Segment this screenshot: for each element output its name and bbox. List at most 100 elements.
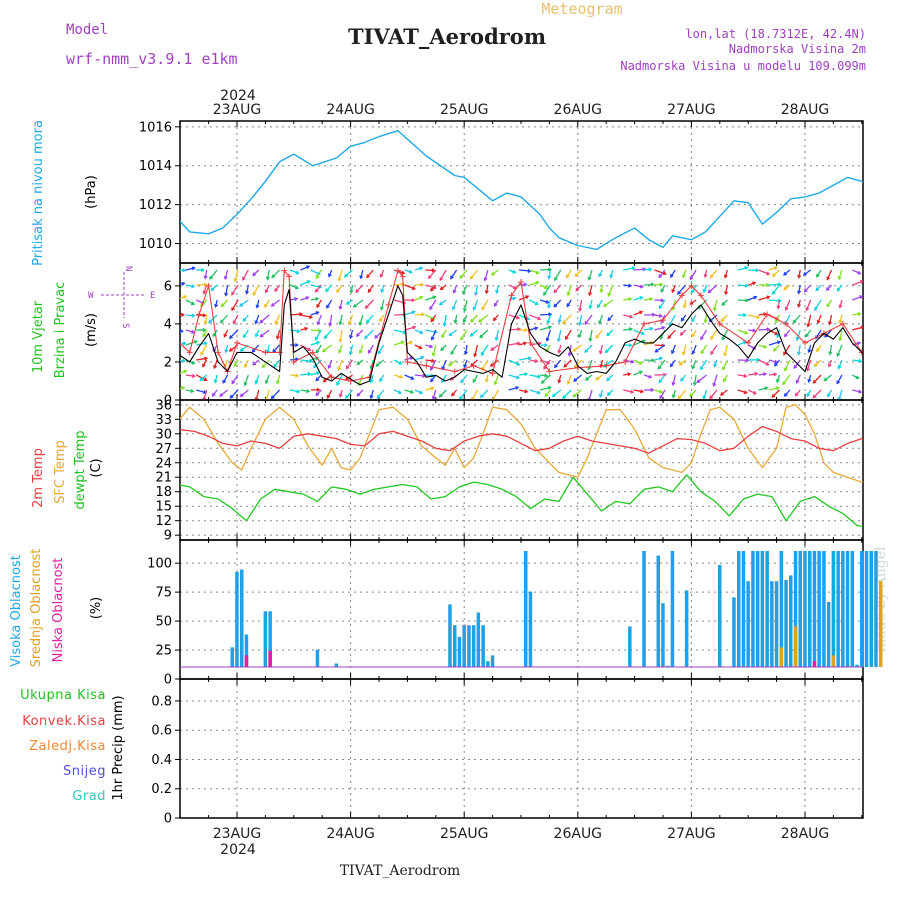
wind-arrow	[724, 344, 729, 356]
gust-marker	[262, 349, 269, 356]
wind-arrow-head	[349, 334, 354, 340]
wind-arrow	[633, 370, 643, 376]
wind-arrow-head	[658, 356, 664, 361]
wind-arrow	[452, 299, 458, 310]
wind-arrow	[430, 359, 437, 371]
cloud-bar	[812, 551, 817, 667]
wind-arrow-head	[773, 372, 778, 377]
cloud-bar	[524, 551, 528, 667]
wind-arrow	[607, 389, 614, 396]
wind-arrow-head	[595, 376, 600, 381]
wind-arrow-head	[765, 282, 770, 288]
wind-arrow	[393, 374, 403, 379]
cloud-bar	[656, 555, 660, 667]
wind-arrow	[722, 359, 728, 370]
wind-arrow	[815, 284, 822, 291]
wind-arrow	[344, 269, 353, 278]
wind-arrow	[643, 374, 652, 379]
wind-arrow-head	[214, 303, 219, 309]
wind-arrow-head	[856, 341, 862, 346]
wind-arrow	[471, 389, 479, 400]
wind-arrow	[704, 269, 708, 278]
wind-arrow-head	[648, 267, 653, 272]
wind-arrow	[633, 268, 646, 271]
wind-arrow-head	[463, 364, 468, 369]
cloud-bar	[826, 602, 831, 667]
cloud-bar	[230, 647, 234, 667]
wind-arrow	[558, 344, 562, 353]
wind-arrow-head	[882, 372, 885, 375]
wind-arrow-head	[480, 352, 485, 357]
wind-arrow	[836, 284, 843, 292]
wind-arrow	[633, 284, 643, 288]
wind-arrow-head	[545, 337, 550, 342]
wind-arrow-head	[566, 303, 571, 308]
wind-arrow-head	[783, 392, 788, 397]
wind-arrow-head	[598, 393, 603, 398]
wind-arrow-head	[823, 377, 828, 382]
wind-arrow-head	[677, 395, 682, 400]
wind-arrow	[440, 344, 447, 351]
wind-arrow	[541, 374, 551, 384]
wind-arrow	[224, 359, 229, 367]
wind-arrow-head	[259, 319, 264, 324]
wind-arrow-head	[857, 270, 862, 275]
wind-arrow-head	[358, 321, 363, 327]
wind-arrow	[758, 359, 769, 366]
wind-arrow-head	[376, 395, 381, 400]
wind-arrow-head	[180, 328, 184, 333]
temp-ytick-label: 15	[155, 500, 172, 515]
precip-ytick-label: 0.8	[151, 694, 172, 709]
cloud-bar	[808, 551, 812, 667]
model-elevation-info: Nadmorska Visina u modelu 109.099m	[620, 59, 866, 73]
wind-arrow	[359, 344, 364, 354]
wind-ytick-label: 2	[164, 355, 172, 370]
wind-arrow	[885, 375, 894, 383]
wind-arrow-head	[573, 364, 578, 369]
wind-arrow	[816, 269, 822, 278]
wind-arrow	[300, 265, 310, 271]
wind-arrow-head	[200, 303, 205, 307]
wind-arrow	[493, 314, 499, 321]
wind-arrow	[633, 329, 645, 335]
wind-arrow	[529, 389, 541, 394]
wind-arrow	[478, 314, 489, 323]
wind-arrow-head	[657, 365, 662, 370]
wind-arrow-head	[858, 389, 863, 394]
wind-arrow-head	[660, 298, 665, 303]
wind-arrow-head	[544, 343, 549, 348]
wind-arrow	[300, 314, 313, 319]
wind-arrow	[862, 389, 863, 391]
wind-arrow-head	[469, 332, 474, 337]
wind-arrow	[325, 284, 333, 292]
wind-arrow	[404, 389, 414, 394]
wind-arrow	[429, 299, 437, 310]
wind-arrow-head	[349, 289, 354, 294]
wind-arrow-head	[338, 349, 342, 354]
gust-marker	[394, 267, 401, 274]
wind-arrow-head	[244, 364, 248, 369]
wind-arrow-head	[296, 329, 301, 334]
wind-arrow	[338, 269, 343, 281]
wind-arrow-head	[270, 395, 275, 400]
wind-arrow-head	[812, 394, 817, 399]
wind-arrow	[259, 314, 270, 324]
wind-arrow	[200, 344, 208, 356]
gust-marker	[716, 320, 723, 327]
wind-arrow	[852, 280, 863, 286]
wind-arrow	[838, 389, 843, 400]
wind-arrow-head	[462, 290, 466, 295]
wind-arrow	[428, 269, 437, 279]
wind-arrow	[589, 329, 593, 342]
wind-arrow	[623, 284, 632, 287]
wind-arrow-head	[448, 332, 453, 337]
wind-arrow-head	[658, 274, 663, 279]
wind-arrow	[518, 342, 527, 346]
wind-arrow	[768, 373, 777, 376]
wind-arrow-head	[764, 386, 769, 391]
wind-arrow	[448, 359, 458, 367]
wind-arrow	[185, 267, 195, 271]
wind-arrow-head	[345, 395, 349, 399]
wind-arrow-head	[202, 333, 206, 338]
wind-arrow	[185, 340, 198, 346]
